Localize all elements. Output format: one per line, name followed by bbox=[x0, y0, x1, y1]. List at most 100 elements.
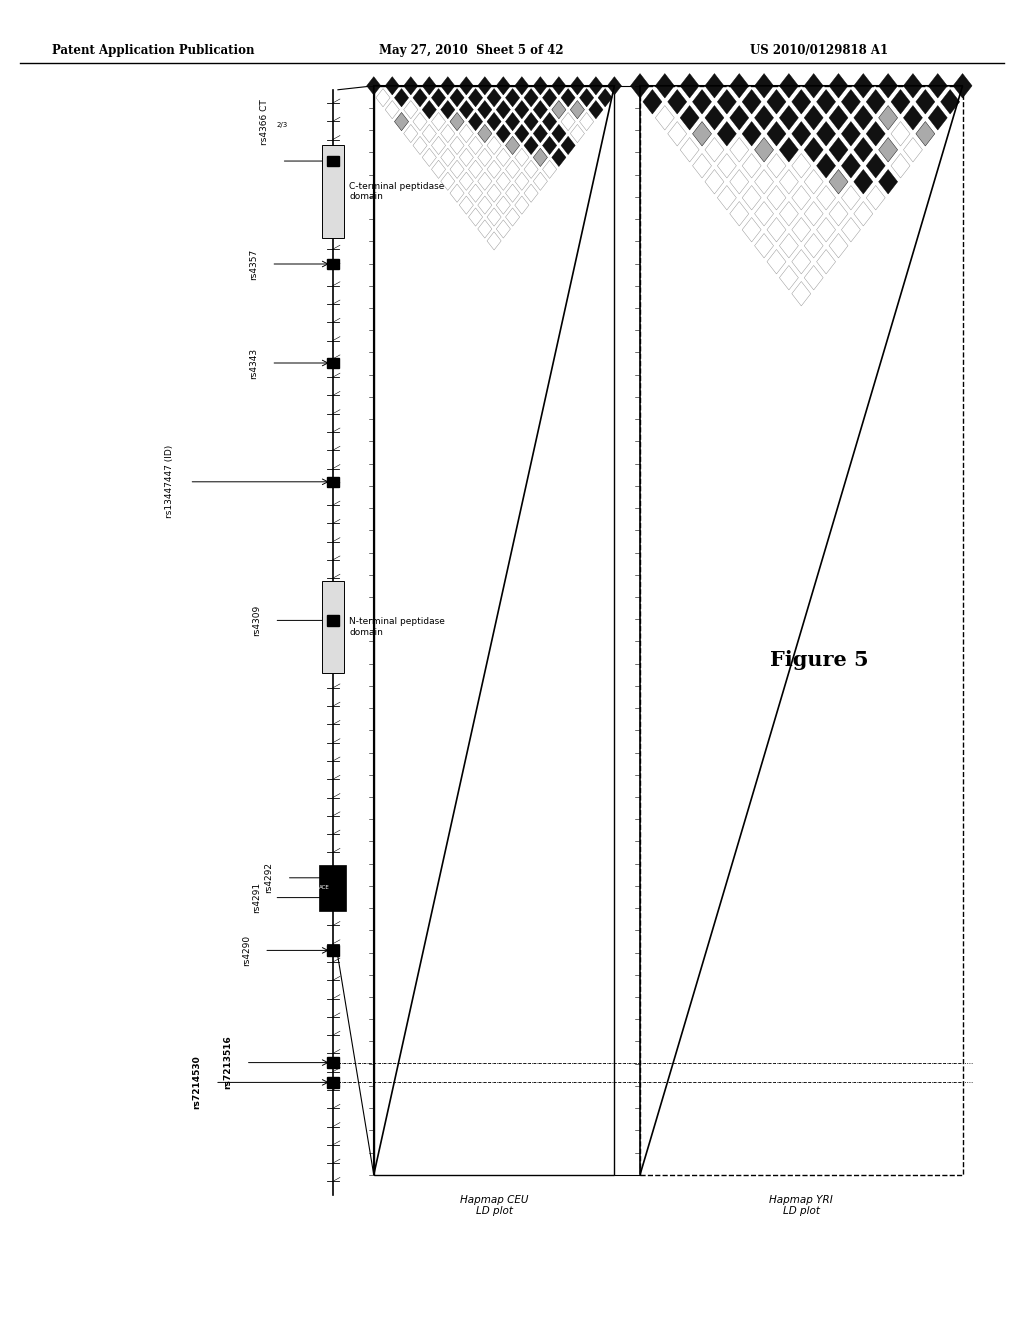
Polygon shape bbox=[403, 124, 418, 143]
Polygon shape bbox=[534, 100, 548, 119]
Polygon shape bbox=[854, 74, 872, 98]
Polygon shape bbox=[515, 100, 529, 119]
Polygon shape bbox=[680, 106, 699, 129]
Polygon shape bbox=[804, 202, 823, 226]
Polygon shape bbox=[459, 77, 473, 95]
Polygon shape bbox=[804, 106, 823, 129]
Polygon shape bbox=[524, 88, 539, 107]
Polygon shape bbox=[718, 90, 736, 114]
Polygon shape bbox=[497, 124, 510, 143]
Polygon shape bbox=[478, 124, 492, 143]
Polygon shape bbox=[385, 100, 399, 119]
Text: rs4309: rs4309 bbox=[252, 605, 261, 636]
Polygon shape bbox=[459, 195, 473, 214]
Polygon shape bbox=[829, 74, 848, 98]
Polygon shape bbox=[705, 169, 724, 194]
Bar bbox=[374, 86, 614, 1175]
Polygon shape bbox=[941, 90, 959, 114]
Polygon shape bbox=[431, 88, 445, 107]
Polygon shape bbox=[534, 148, 548, 166]
Polygon shape bbox=[469, 183, 482, 202]
Text: Hapmap CEU
LD plot: Hapmap CEU LD plot bbox=[460, 1195, 528, 1216]
Polygon shape bbox=[543, 88, 557, 107]
Bar bbox=[327, 892, 339, 903]
Polygon shape bbox=[929, 74, 947, 98]
Polygon shape bbox=[655, 74, 674, 98]
Polygon shape bbox=[580, 112, 594, 131]
Polygon shape bbox=[742, 90, 761, 114]
Polygon shape bbox=[561, 112, 575, 131]
Bar bbox=[327, 945, 339, 956]
Polygon shape bbox=[543, 112, 557, 131]
Polygon shape bbox=[394, 88, 409, 107]
Polygon shape bbox=[655, 106, 674, 129]
Polygon shape bbox=[755, 74, 773, 98]
Bar bbox=[322, 145, 344, 238]
Polygon shape bbox=[478, 220, 492, 238]
Polygon shape bbox=[854, 202, 872, 226]
Polygon shape bbox=[534, 124, 548, 143]
Polygon shape bbox=[755, 106, 773, 129]
Polygon shape bbox=[742, 186, 761, 210]
Polygon shape bbox=[767, 121, 786, 147]
Polygon shape bbox=[866, 90, 885, 114]
Polygon shape bbox=[730, 137, 749, 162]
Polygon shape bbox=[879, 74, 898, 98]
Polygon shape bbox=[478, 100, 492, 119]
Polygon shape bbox=[891, 90, 910, 114]
Polygon shape bbox=[755, 234, 773, 257]
Polygon shape bbox=[866, 153, 885, 178]
Polygon shape bbox=[767, 218, 786, 242]
Polygon shape bbox=[422, 77, 436, 95]
Polygon shape bbox=[903, 74, 923, 98]
Polygon shape bbox=[589, 100, 603, 119]
Polygon shape bbox=[792, 281, 811, 306]
Polygon shape bbox=[506, 160, 519, 178]
Polygon shape bbox=[422, 124, 436, 143]
Polygon shape bbox=[469, 88, 482, 107]
Polygon shape bbox=[469, 136, 482, 154]
Polygon shape bbox=[842, 186, 860, 210]
Polygon shape bbox=[431, 160, 445, 178]
Polygon shape bbox=[413, 136, 427, 154]
Polygon shape bbox=[487, 209, 501, 226]
Polygon shape bbox=[792, 121, 811, 147]
Polygon shape bbox=[792, 249, 811, 275]
Polygon shape bbox=[440, 172, 455, 190]
Polygon shape bbox=[450, 112, 464, 131]
Polygon shape bbox=[506, 88, 519, 107]
Polygon shape bbox=[792, 218, 811, 242]
Polygon shape bbox=[487, 112, 501, 131]
Polygon shape bbox=[450, 88, 464, 107]
Text: rs4290: rs4290 bbox=[242, 935, 251, 966]
Text: Patent Application Publication: Patent Application Publication bbox=[52, 44, 255, 57]
Polygon shape bbox=[842, 218, 860, 242]
Polygon shape bbox=[497, 195, 510, 214]
Bar bbox=[327, 873, 339, 883]
Polygon shape bbox=[755, 137, 773, 162]
Polygon shape bbox=[487, 136, 501, 154]
Polygon shape bbox=[543, 160, 557, 178]
Polygon shape bbox=[543, 136, 557, 154]
Polygon shape bbox=[422, 148, 436, 166]
Polygon shape bbox=[755, 169, 773, 194]
Polygon shape bbox=[478, 77, 492, 95]
Polygon shape bbox=[804, 265, 823, 290]
Polygon shape bbox=[779, 106, 799, 129]
Polygon shape bbox=[718, 121, 736, 147]
Polygon shape bbox=[742, 218, 761, 242]
Polygon shape bbox=[767, 153, 786, 178]
Polygon shape bbox=[440, 100, 455, 119]
Polygon shape bbox=[552, 124, 566, 143]
Polygon shape bbox=[376, 88, 390, 107]
Polygon shape bbox=[515, 148, 529, 166]
Polygon shape bbox=[854, 106, 872, 129]
Polygon shape bbox=[842, 121, 860, 147]
Polygon shape bbox=[506, 209, 519, 226]
Polygon shape bbox=[524, 112, 539, 131]
Polygon shape bbox=[829, 234, 848, 257]
Text: rs4292: rs4292 bbox=[264, 862, 273, 894]
Polygon shape bbox=[431, 112, 445, 131]
Polygon shape bbox=[866, 121, 885, 147]
Polygon shape bbox=[561, 136, 575, 154]
